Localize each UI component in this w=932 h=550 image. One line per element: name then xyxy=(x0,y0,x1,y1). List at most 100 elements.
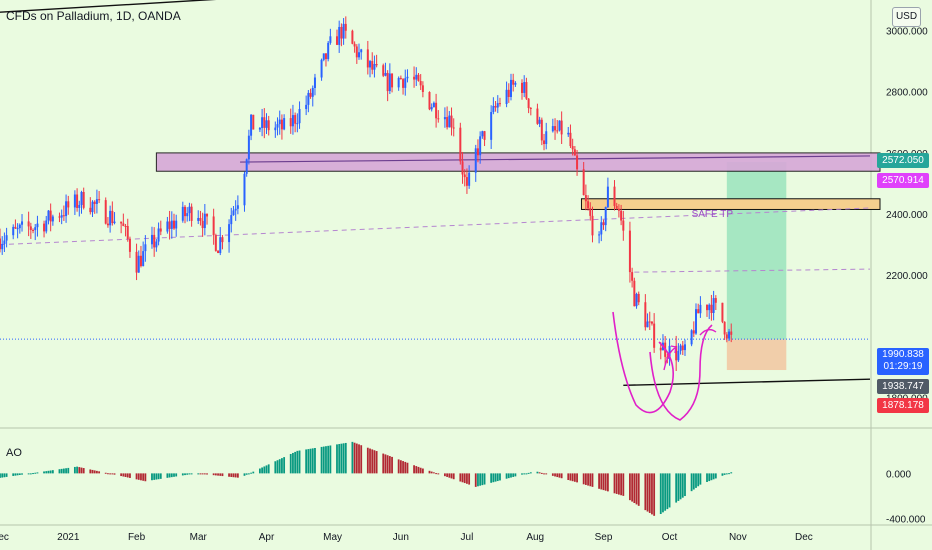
candle-body xyxy=(274,127,277,131)
target-zone xyxy=(726,162,787,340)
candle-body xyxy=(600,222,603,235)
candle-body xyxy=(371,61,374,70)
ao-bar xyxy=(366,447,369,474)
ao-bar xyxy=(666,473,669,510)
ao-bar xyxy=(598,473,600,489)
ao-bar xyxy=(723,473,726,475)
ao-bar xyxy=(582,473,585,485)
candle-body xyxy=(18,224,21,229)
candle-body xyxy=(404,78,407,88)
symbol-title[interactable]: CFDs on Palladium, 1D, OANDA xyxy=(6,9,181,23)
candle-body xyxy=(1,243,4,250)
candle-body xyxy=(659,347,662,351)
ao-bar xyxy=(699,473,702,485)
candle-body xyxy=(188,206,191,214)
candle-body xyxy=(181,206,184,221)
top-trendline xyxy=(0,0,217,13)
ao-bar xyxy=(309,448,312,474)
ao-bar xyxy=(512,473,515,477)
candle-body xyxy=(668,345,671,359)
candle-body xyxy=(514,82,517,85)
ao-bar xyxy=(276,460,279,474)
candle-body xyxy=(291,115,294,127)
candle-body xyxy=(120,221,123,224)
indicator-label[interactable]: AO xyxy=(6,447,22,459)
ao-bar xyxy=(466,473,468,484)
candle-body xyxy=(283,118,286,130)
candle-body xyxy=(366,49,369,68)
candle-body xyxy=(228,224,231,243)
candle-body xyxy=(677,350,680,361)
candle-body xyxy=(150,234,153,245)
candle-body xyxy=(206,213,209,217)
candle-body xyxy=(633,280,636,307)
ao-bar xyxy=(252,471,255,474)
ao-bar xyxy=(521,473,523,475)
candle-body xyxy=(708,304,711,311)
arrow-drawing-2 xyxy=(699,328,717,336)
candle-body xyxy=(73,194,76,208)
ao-bar xyxy=(82,468,85,474)
ao-bar xyxy=(144,473,147,482)
candle-body xyxy=(32,229,35,231)
price-tag-gray: 1938.747 xyxy=(877,379,929,394)
time-tick: Jun xyxy=(393,532,409,543)
candle-body xyxy=(329,36,332,43)
ao-bar xyxy=(78,467,81,474)
ao-bar xyxy=(481,473,484,486)
candle-body xyxy=(476,148,479,156)
candle-body xyxy=(58,216,61,218)
candle-body xyxy=(298,109,301,124)
candle-body xyxy=(190,206,193,221)
ao-bar xyxy=(344,442,347,474)
candle-body xyxy=(714,298,717,303)
ao-bar xyxy=(314,447,316,474)
candle-body xyxy=(681,345,684,351)
ao-bar xyxy=(107,473,109,475)
price-tag-red: 1878.178 xyxy=(877,398,929,413)
ao-bar xyxy=(49,470,52,474)
candle-body xyxy=(322,53,325,60)
candle-body xyxy=(157,228,160,242)
ao-bar xyxy=(292,452,294,474)
candle-body xyxy=(280,119,283,130)
ao-bar xyxy=(265,465,268,474)
currency-button[interactable]: USD xyxy=(892,7,921,27)
ao-bar xyxy=(375,451,378,474)
candle-body xyxy=(344,23,347,31)
ao-bar xyxy=(725,473,728,475)
candle-body xyxy=(384,72,387,76)
candle-body xyxy=(214,235,217,251)
price-tag-last: 1990.838 01:29:19 xyxy=(877,348,929,375)
candle-body xyxy=(106,223,109,226)
ao-bar xyxy=(659,473,662,514)
candle-body xyxy=(98,199,101,201)
countdown: 01:29:19 xyxy=(883,361,923,372)
candle-body xyxy=(430,107,433,110)
ao-bar xyxy=(492,473,495,483)
ao-bar xyxy=(122,473,125,477)
candle-body xyxy=(311,87,314,97)
candle-body xyxy=(728,331,731,339)
candle-body xyxy=(62,215,65,217)
candle-body xyxy=(265,120,268,128)
candle-body xyxy=(435,102,438,119)
ao-bar xyxy=(217,473,219,476)
candle-body xyxy=(509,79,512,97)
candle-body xyxy=(432,102,435,108)
candle-body xyxy=(468,172,471,186)
candle-body xyxy=(173,220,175,229)
candle-body xyxy=(492,105,495,112)
supply-zone xyxy=(580,198,881,210)
candle-body xyxy=(201,220,204,229)
ao-bar xyxy=(437,473,440,475)
ao-tick: -400.000 xyxy=(886,514,926,525)
ao-bar xyxy=(415,466,418,474)
ao-bar xyxy=(96,470,98,474)
ao-bar xyxy=(706,473,708,482)
ao-bar xyxy=(214,473,217,476)
candle-body xyxy=(221,237,224,243)
ao-bar xyxy=(29,473,32,475)
candles xyxy=(0,16,733,372)
